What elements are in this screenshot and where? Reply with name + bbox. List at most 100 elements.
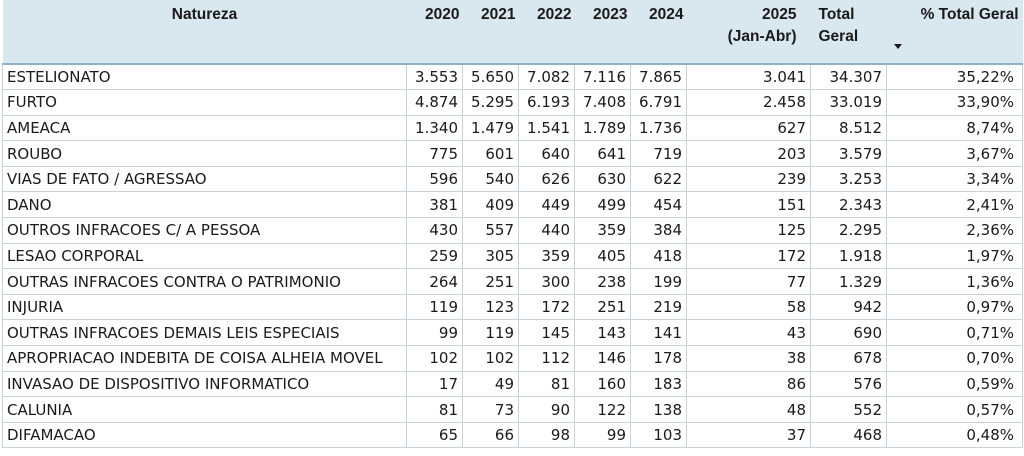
table-row[interactable]: ROUBO 775 601 640 641 719 203 3.579 3,67%: [2, 140, 1023, 167]
cell-2022: 449: [518, 191, 575, 219]
cell-2022: 112: [518, 345, 575, 372]
table-row[interactable]: INJURIA 119 123 172 251 219 58 942 0,97%: [2, 294, 1023, 321]
cell-2023: 7.116: [574, 64, 631, 91]
cell-2025: 43: [686, 319, 811, 347]
table-row[interactable]: VIAS DE FATO / AGRESSAO 596 540 626 630 622 23…: [2, 166, 1023, 193]
cell-2020: 430: [406, 217, 463, 244]
table-row[interactable]: FURTO 4.874 5.295 6.193 7.408 6.791 2.458 33.01…: [2, 89, 1023, 116]
sort-down-icon[interactable]: [893, 44, 902, 49]
cell-2025: 627: [686, 115, 811, 142]
header-2023[interactable]: 2023: [574, 0, 631, 65]
cell-2023: 641: [574, 140, 631, 167]
cell-2023: 499: [574, 191, 631, 219]
table-row[interactable]: INVASAO DE DISPOSITIVO INFORMATICO 17 49 81…: [2, 371, 1023, 398]
cell-2025: 172: [686, 243, 811, 270]
header-pct-total-geral[interactable]: % Total Geral: [886, 0, 1023, 65]
cell-2020: 3.553: [406, 64, 463, 91]
cell-2024: 199: [630, 268, 687, 295]
cell-2021: 305: [462, 243, 519, 270]
cell-2024: 418: [630, 243, 687, 270]
table-row[interactable]: OUTRAS INFRACOES DEMAIS LEIS ESPECIAIS 99…: [2, 319, 1023, 347]
table-row[interactable]: APROPRIACAO INDEBITA DE COISA ALHEIA MOV…: [2, 345, 1023, 372]
table-row[interactable]: ESTELIONATO 3.553 5.650 7.082 7.116 7.865 3.04…: [2, 64, 1023, 91]
cell-pct-total-geral: 0,57%: [886, 396, 1023, 423]
cell-2021: 73: [462, 396, 519, 423]
header-2021[interactable]: 2021: [462, 0, 519, 65]
header-2025[interactable]: 2025 (Jan-Abr): [686, 0, 811, 65]
table-row[interactable]: OUTROS INFRACOES C/ A PESSOA 430 557 440 359…: [2, 217, 1023, 244]
cell-2024: 219: [630, 294, 687, 321]
cell-2021: 1.479: [462, 115, 519, 142]
header-total-line2: Geral: [818, 28, 859, 45]
header-2025-year: 2025: [762, 6, 797, 23]
cell-2024: 7.865: [630, 64, 687, 91]
cell-natureza: INJURIA: [2, 294, 407, 321]
cell-2021: 66: [462, 422, 519, 449]
cell-2020: 264: [406, 268, 463, 295]
cell-pct-total-geral: 2,41%: [886, 191, 1023, 219]
cell-total-geral: 678: [810, 345, 887, 372]
table-row[interactable]: AMEACA 1.340 1.479 1.541 1.789 1.736 627 8.512 8…: [2, 115, 1023, 142]
cell-total-geral: 3.253: [810, 166, 887, 193]
cell-total-geral: 2.343: [810, 191, 887, 219]
table-row[interactable]: LESAO CORPORAL 259 305 359 405 418 172 1.918 1,9…: [2, 243, 1023, 270]
cell-2024: 138: [630, 396, 687, 423]
cell-2022: 172: [518, 294, 575, 321]
cell-pct-total-geral: 3,34%: [886, 166, 1023, 193]
cell-2020: 381: [406, 191, 463, 219]
cell-2025: 37: [686, 422, 811, 449]
header-total-geral[interactable]: Total Geral: [810, 0, 887, 65]
cell-2022: 300: [518, 268, 575, 295]
cell-total-geral: 1.329: [810, 268, 887, 295]
cell-2021: 5.650: [462, 64, 519, 91]
table-row[interactable]: OUTRAS INFRACOES CONTRA O PATRIMONIO 264 2…: [2, 268, 1023, 295]
cell-2024: 622: [630, 166, 687, 193]
table-body: ESTELIONATO 3.553 5.650 7.082 7.116 7.865 3.04…: [2, 64, 1023, 449]
header-2022[interactable]: 2022: [518, 0, 575, 65]
cell-natureza: AMEACA: [2, 115, 407, 142]
table-row[interactable]: DIFAMACAO 65 66 98 99 103 37 468 0,48%: [2, 422, 1023, 449]
table-row[interactable]: DANO 381 409 449 499 454 151 2.343 2,41%: [2, 191, 1023, 219]
cell-2024: 384: [630, 217, 687, 244]
cell-2023: 146: [574, 345, 631, 372]
cell-total-geral: 942: [810, 294, 887, 321]
cell-2020: 1.340: [406, 115, 463, 142]
cell-pct-total-geral: 2,36%: [886, 217, 1023, 244]
cell-2024: 454: [630, 191, 687, 219]
cell-total-geral: 2.295: [810, 217, 887, 244]
cell-2020: 65: [406, 422, 463, 449]
cell-total-geral: 552: [810, 396, 887, 423]
cell-2020: 102: [406, 345, 463, 372]
cell-natureza: DIFAMACAO: [2, 422, 407, 449]
cell-2023: 405: [574, 243, 631, 270]
cell-2025: 203: [686, 140, 811, 167]
header-natureza[interactable]: Natureza: [2, 0, 407, 65]
cell-2021: 557: [462, 217, 519, 244]
cell-natureza: DANO: [2, 191, 407, 219]
cell-2024: 103: [630, 422, 687, 449]
cell-2020: 81: [406, 396, 463, 423]
cell-2020: 99: [406, 319, 463, 347]
cell-2022: 359: [518, 243, 575, 270]
header-2020[interactable]: 2020: [406, 0, 463, 65]
cell-2025: 77: [686, 268, 811, 295]
cell-2023: 99: [574, 422, 631, 449]
table-row[interactable]: CALUNIA 81 73 90 122 138 48 552 0,57%: [2, 396, 1023, 423]
cell-2023: 160: [574, 371, 631, 398]
cell-pct-total-geral: 8,74%: [886, 115, 1023, 142]
cell-total-geral: 1.918: [810, 243, 887, 270]
table-header-row: Natureza 2020 2021 2022 2023 2024 2025 (…: [2, 0, 1023, 65]
cell-2021: 601: [462, 140, 519, 167]
cell-2024: 1.736: [630, 115, 687, 142]
header-2024[interactable]: 2024: [630, 0, 687, 65]
cell-2023: 1.789: [574, 115, 631, 142]
cell-pct-total-geral: 0,71%: [886, 319, 1023, 347]
cell-2025: 38: [686, 345, 811, 372]
cell-2022: 6.193: [518, 89, 575, 116]
cell-2022: 626: [518, 166, 575, 193]
cell-total-geral: 3.579: [810, 140, 887, 167]
cell-2021: 251: [462, 268, 519, 295]
cell-pct-total-geral: 35,22%: [886, 64, 1023, 91]
cell-pct-total-geral: 0,59%: [886, 371, 1023, 398]
cell-2022: 98: [518, 422, 575, 449]
